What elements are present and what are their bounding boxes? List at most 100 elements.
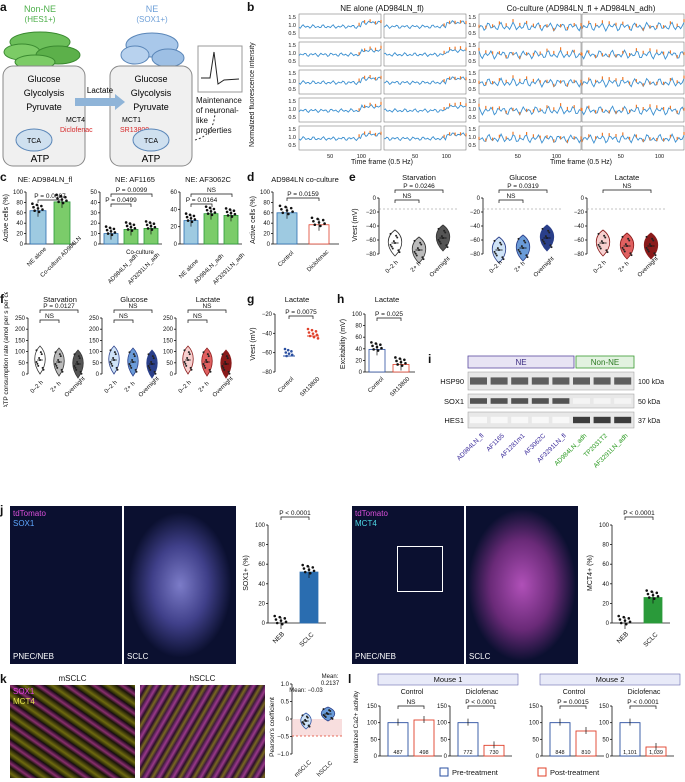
c2-point <box>125 224 129 228</box>
panel-label-l: l <box>348 672 352 686</box>
e1b-bracket <box>498 199 524 203</box>
panel-d: d AD984LN co-culture Active cells (%) 100 8… <box>247 170 347 290</box>
c2b-p: P = 0.0499 <box>105 197 137 204</box>
e2a-bracket <box>602 189 652 193</box>
panel-label-c: c <box>0 170 7 184</box>
h-cat: SR13800 <box>389 376 411 398</box>
g-control-point <box>290 350 293 353</box>
chart-g: Lactate Vrest (mV) −20 −40 −60 −80 P = 0.0075 C… <box>250 295 322 398</box>
e2-tick-label: −40 <box>574 224 585 230</box>
b-ytick: 0.5 <box>468 59 476 65</box>
c3-point <box>206 212 210 215</box>
f2-point <box>227 370 230 373</box>
k-msclc-point <box>304 718 307 721</box>
e1-point <box>495 254 498 257</box>
e2-point <box>603 234 606 237</box>
i-row-label: HSP90 <box>440 377 464 386</box>
f1-point <box>147 353 150 356</box>
e2-point <box>597 243 600 246</box>
e1-point <box>502 258 505 261</box>
c1-tick-label: 40 <box>16 221 23 227</box>
f1-tick-label: 0 <box>96 372 100 378</box>
g-p: P = 0.0075 <box>285 309 317 316</box>
b-xtick: 50 <box>618 154 624 160</box>
f1-tick-label: 100 <box>89 350 100 356</box>
f2-tick-label: 50 <box>166 361 173 367</box>
k-hsclc-point <box>330 716 333 719</box>
c-title-1: NE: AD984LN_fl <box>18 175 73 184</box>
c3-tick-label: 0 <box>174 242 178 248</box>
panel-label-e: e <box>349 170 356 184</box>
l0-tick-label: 50 <box>370 737 377 743</box>
g-control-point <box>286 348 290 352</box>
l2-tick-label: 0 <box>536 754 540 760</box>
d-tick-label: 80 <box>263 200 270 206</box>
g-sr13800-point <box>314 330 318 333</box>
e2-point <box>654 254 657 257</box>
f0-point <box>60 368 63 371</box>
e1-point <box>494 252 497 255</box>
c1-point <box>32 205 35 209</box>
f-title: Glucose <box>120 295 148 304</box>
c1-tick-label: 100 <box>13 190 24 196</box>
d-tick-label: 60 <box>263 211 270 217</box>
c3b-p: P = 0.0164 <box>186 197 218 204</box>
e2-point <box>606 251 609 254</box>
b-ytick: 1.5 <box>288 43 296 49</box>
fluorescence-trace <box>478 77 582 88</box>
j1-point <box>301 563 304 567</box>
f0-tick-label: 150 <box>15 338 26 344</box>
trace-frame <box>581 41 685 67</box>
f2-point <box>208 368 211 371</box>
e1-point <box>493 239 496 242</box>
e2-point <box>597 232 600 235</box>
l-n-label: 772 <box>463 750 472 756</box>
e1-point <box>500 243 503 246</box>
e2-point <box>599 247 602 250</box>
panel-label-i: i <box>428 352 432 366</box>
j-pnec-1: PNEC/NEB <box>13 652 54 661</box>
k-msclc-point <box>307 724 310 727</box>
j2-point <box>628 620 632 624</box>
e1-point <box>499 241 502 244</box>
f-cat: 0–2 h <box>178 380 193 395</box>
f1-point <box>115 366 118 369</box>
j2-bracket <box>624 516 654 520</box>
g-control-point <box>287 352 291 355</box>
f2-point <box>209 370 212 373</box>
f2a-p: NS <box>202 303 212 310</box>
spike-marks <box>358 101 382 112</box>
f1-point <box>152 357 155 360</box>
j2-point <box>627 617 631 620</box>
j-tdtomato-2: tdTomato <box>355 509 388 518</box>
c2-point <box>112 227 116 231</box>
fluorescence-trace <box>298 20 382 29</box>
c3-point <box>186 219 190 222</box>
e-ylabel: Vrest (mV) <box>352 208 359 241</box>
k-tick-label: −0.5 <box>277 735 290 741</box>
c1-point <box>35 203 39 207</box>
k-hsclc-point <box>322 708 325 711</box>
l1-bracket <box>467 705 495 709</box>
f2-tick-label: 250 <box>163 316 174 322</box>
b-ytick: 0.5 <box>468 87 476 93</box>
k-hsclc-point <box>325 712 328 715</box>
d-ylabel: Active cells (%) <box>250 196 257 244</box>
b-xtick: 50 <box>412 154 418 160</box>
c2-point <box>146 227 150 230</box>
e1-tick-label: −40 <box>470 224 481 230</box>
trace-frame <box>383 69 467 95</box>
blot-strip <box>467 393 635 409</box>
spike-marks <box>358 19 382 26</box>
c1-cat: NE alone <box>26 246 48 268</box>
panel-e: e Vrest (mV) Starvation 0 −20 −40 −60 −80 0–2 h… <box>349 170 685 290</box>
spike-marks <box>443 20 467 27</box>
b-ytick: 1.5 <box>468 43 476 49</box>
j1-tick-label: 0 <box>262 621 266 627</box>
l-n-label: 810 <box>581 750 590 756</box>
j1-tick-label: 20 <box>258 601 265 607</box>
j2-point <box>622 615 626 619</box>
f0b-p: NS <box>45 313 55 320</box>
trace-frame <box>581 125 685 151</box>
d-point <box>313 223 317 227</box>
